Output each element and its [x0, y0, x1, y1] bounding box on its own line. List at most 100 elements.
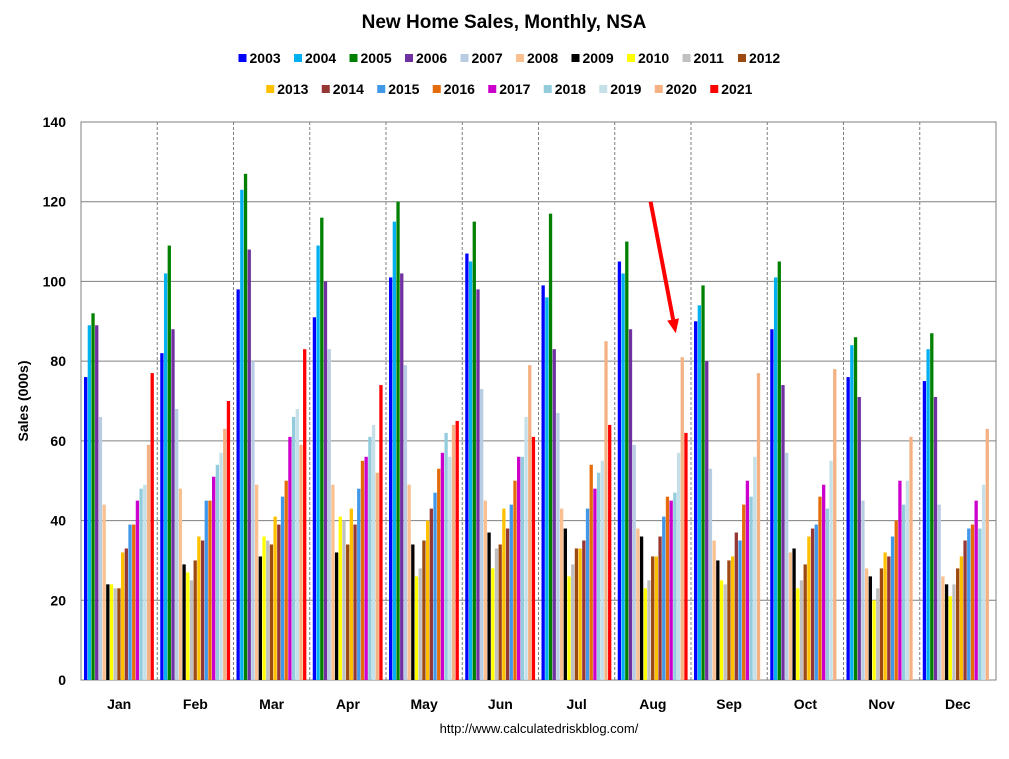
bar-2013-jul: [578, 548, 582, 680]
bars: [84, 173, 989, 681]
bar-2010-mar: [262, 536, 266, 680]
y-tick-label: 20: [50, 592, 66, 608]
bar-2015-jul: [585, 508, 590, 680]
x-tick-label: Jul: [567, 696, 587, 712]
bar-2004-may: [392, 221, 396, 680]
bar-2012-dec: [956, 568, 960, 680]
legend-label: 2021: [721, 81, 752, 97]
x-tick-label: Feb: [183, 696, 208, 712]
bar-2010-jul: [567, 576, 571, 680]
legend-swatch: [738, 54, 746, 62]
bar-2016-apr: [360, 460, 365, 680]
bar-2007-oct: [785, 452, 789, 680]
bar-2003-jan: [84, 377, 88, 680]
bar-2012-nov: [879, 568, 884, 680]
bar-2008-feb: [178, 488, 183, 680]
x-tick-label: Apr: [336, 696, 361, 712]
legend-swatch: [710, 85, 719, 93]
bar-2015-feb: [204, 500, 208, 680]
legend-label: 2009: [583, 50, 614, 66]
y-tick-label: 140: [43, 114, 67, 130]
y-tick-label: 100: [43, 273, 67, 289]
bar-2019-oct: [829, 460, 833, 680]
bar-2004-mar: [240, 189, 244, 680]
bar-2003-may: [389, 277, 393, 680]
legend-swatch: [571, 54, 580, 62]
bar-2011-dec: [952, 584, 956, 680]
bar-2006-may: [400, 273, 404, 680]
bar-2003-apr: [312, 317, 317, 680]
bar-2009-may: [411, 544, 415, 680]
bar-2009-apr: [334, 552, 339, 680]
bar-2004-oct: [773, 277, 778, 680]
bar-2012-sep: [727, 560, 731, 680]
bar-2008-mar: [254, 484, 259, 680]
bar-2019-jul: [600, 460, 604, 680]
bar-2019-jun: [524, 416, 528, 680]
bar-2007-jul: [556, 412, 560, 680]
bar-2010-aug: [643, 588, 647, 680]
bar-2011-oct: [799, 580, 804, 680]
annotation-arrow-shaft: [648, 201, 676, 320]
bar-2016-feb: [208, 500, 212, 680]
bar-2016-dec: [970, 524, 975, 680]
legend-swatch: [599, 85, 608, 93]
legend-swatch: [405, 54, 413, 62]
bar-2020-mar: [299, 444, 303, 680]
bar-2010-apr: [338, 516, 342, 680]
bar-2020-apr: [375, 472, 379, 680]
bar-2013-mar: [273, 516, 277, 680]
bar-2005-aug: [625, 241, 629, 680]
x-tick-label: May: [411, 696, 438, 712]
bar-2018-may: [444, 432, 448, 680]
bar-2017-mar: [288, 436, 292, 680]
legend-label: 2012: [749, 50, 780, 66]
legend-swatch: [516, 54, 524, 62]
bar-2006-feb: [171, 329, 175, 680]
bar-2008-aug: [636, 528, 640, 680]
bar-2017-sep: [745, 480, 750, 680]
bar-2005-jul: [548, 213, 553, 681]
bar-2014-sep: [734, 532, 738, 680]
bar-2004-sep: [697, 305, 701, 680]
bar-2020-jan: [146, 444, 151, 680]
legend-label: 2017: [499, 81, 530, 97]
bar-2011-jan: [113, 588, 117, 680]
bar-2008-jun: [483, 500, 488, 680]
bar-2006-jun: [476, 289, 480, 680]
bar-2014-mar: [277, 524, 281, 680]
bar-2013-may: [425, 520, 430, 680]
bar-2003-mar: [236, 289, 240, 680]
bar-2015-sep: [738, 540, 742, 680]
bar-2015-may: [433, 492, 437, 680]
bar-2005-sep: [701, 285, 705, 680]
bar-2020-jul: [604, 341, 608, 680]
bar-2018-oct: [825, 508, 830, 680]
bar-2021-feb: [226, 401, 231, 680]
bar-2004-dec: [926, 349, 930, 680]
x-axis-ticks: Jan Feb Mar Apr May Jun Jul Aug Sep Oct Nov Dec: [107, 696, 971, 712]
y-axis-label: Sales (000s): [15, 361, 31, 442]
bar-2021-aug: [684, 432, 688, 680]
bar-2010-jan: [109, 584, 114, 680]
bar-2019-dec: [981, 484, 986, 680]
bar-2009-jun: [487, 532, 491, 680]
bar-2008-dec: [941, 576, 945, 680]
bar-2011-jul: [571, 564, 575, 680]
bar-2012-mar: [269, 544, 274, 680]
bar-2008-apr: [331, 484, 335, 680]
bar-2012-feb: [193, 560, 197, 680]
bar-2014-jan: [124, 548, 128, 680]
bar-2019-feb: [219, 452, 223, 680]
source-url: http://www.calculatedriskblog.com/: [440, 721, 639, 736]
bar-2014-apr: [353, 524, 357, 680]
bar-2011-mar: [266, 540, 270, 680]
bar-2017-dec: [974, 500, 978, 680]
bar-2003-oct: [770, 329, 774, 680]
bar-2003-dec: [922, 381, 927, 680]
bar-2003-jun: [465, 253, 469, 680]
gridlines: [81, 122, 996, 680]
bar-2014-nov: [887, 556, 891, 680]
x-tick-label: Dec: [945, 696, 971, 712]
legend-swatch: [349, 54, 358, 62]
